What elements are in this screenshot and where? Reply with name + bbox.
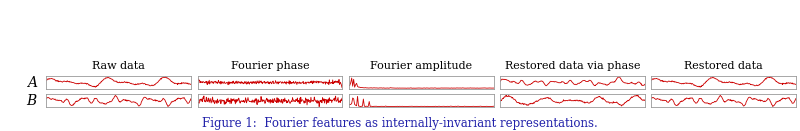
Text: Raw data: Raw data (92, 61, 146, 71)
Text: Fourier phase: Fourier phase (230, 61, 310, 71)
Text: Restored data: Restored data (684, 61, 763, 71)
Text: A: A (27, 76, 37, 89)
Text: Restored data via phase: Restored data via phase (505, 61, 640, 71)
Text: B: B (26, 94, 37, 108)
Text: Fourier amplitude: Fourier amplitude (370, 61, 472, 71)
Text: Figure 1:  Fourier features as internally-invariant representations.: Figure 1: Fourier features as internally… (202, 117, 598, 130)
